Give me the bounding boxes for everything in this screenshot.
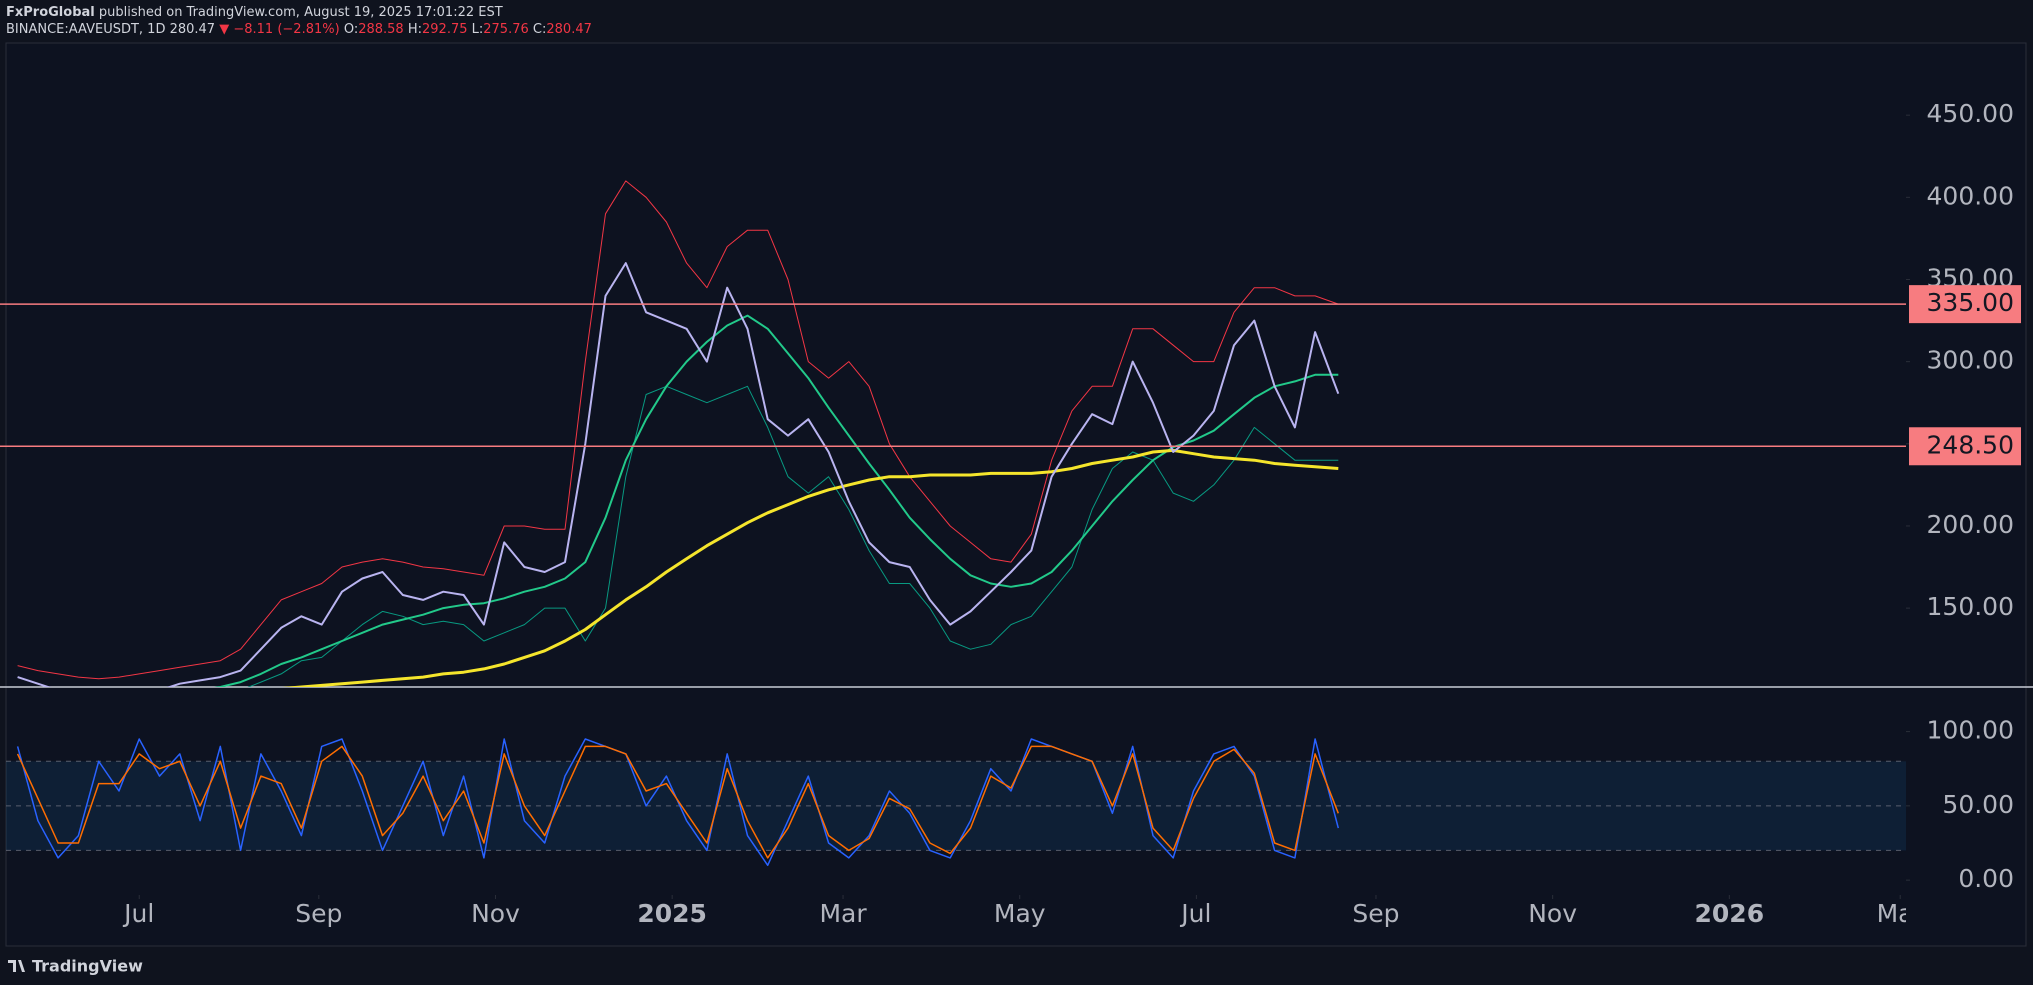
x-tick-label: Nov (471, 899, 520, 928)
ohlc-open-label: O: (344, 22, 358, 37)
y-tick-label: 200.00 (1927, 510, 2014, 539)
series-line (282, 448, 1339, 687)
series-line (16, 745, 1339, 859)
publisher: FxProGlobal (6, 5, 95, 20)
published: published on TradingView.com, August 19,… (99, 5, 503, 20)
chart-frame (5, 42, 2027, 947)
header-line-1: FxProGlobal published on TradingView.com… (6, 5, 503, 20)
x-tick-label: Jul (1179, 899, 1211, 928)
logo-icon (8, 960, 25, 972)
x-tick-label: Jul (122, 899, 154, 928)
header-line-2: BINANCE:AAVEUSDT, 1D 280.47 ▼ −8.11 (−2.… (6, 22, 592, 37)
ohlc-high-label: H: (408, 22, 422, 37)
series-line (17, 180, 1339, 680)
y-tick-label: 300.00 (1927, 346, 2014, 375)
last-price: 280.47 (170, 22, 216, 37)
x-tick-label: Sep (1352, 899, 1399, 928)
x-tick-label: Mar (819, 899, 867, 928)
x-tick-label: 2025 (637, 899, 707, 928)
footer-logo: TradingView (8, 957, 143, 976)
ohlc-open: 288.58 (358, 22, 404, 37)
ohlc-close: 280.47 (546, 22, 592, 37)
x-axis: Jul Sep Nov 2025 Mar May Jul Sep Nov 2026 Mar (122, 895, 1925, 928)
level-label: 248.50 (1927, 430, 2014, 459)
y-tick-label: 0.00 (1958, 864, 2014, 893)
x-tick-label: 2026 (1695, 899, 1765, 928)
y-tick-label: 50.00 (1942, 790, 2014, 819)
y-tick-label: 450.00 (1927, 99, 2014, 128)
level-label: 335.00 (1927, 288, 2014, 317)
level-label-box (1909, 285, 2021, 324)
series-line (17, 262, 1340, 687)
y-tick-label: 150.00 (1927, 592, 2014, 621)
x-tick-label: Sep (295, 899, 342, 928)
symbol: BINANCE:AAVEUSDT, 1D (6, 22, 165, 37)
brand: TradingView (32, 957, 143, 976)
plot-layer: 150.00200.00250.00300.00350.00400.00450.… (0, 99, 2021, 928)
ohlc-high: 292.75 (422, 22, 468, 37)
ohlc-low-label: L: (472, 22, 484, 37)
series-line (247, 385, 1339, 687)
series-line (214, 314, 1339, 687)
pane (6, 738, 1906, 867)
ohlc-low: 275.76 (483, 22, 529, 37)
pane (17, 180, 1340, 687)
x-tick-label: May (994, 899, 1046, 928)
level-label-box (1909, 427, 2021, 466)
change: ▼ −8.11 (−2.81%) (219, 22, 339, 37)
ohlc-close-label: C: (533, 22, 546, 37)
y-tick-label: 400.00 (1927, 181, 2014, 210)
y-tick-label: 100.00 (1927, 716, 2014, 745)
x-tick-label: Mar (1877, 899, 1925, 928)
x-tick-label: Nov (1528, 899, 1577, 928)
